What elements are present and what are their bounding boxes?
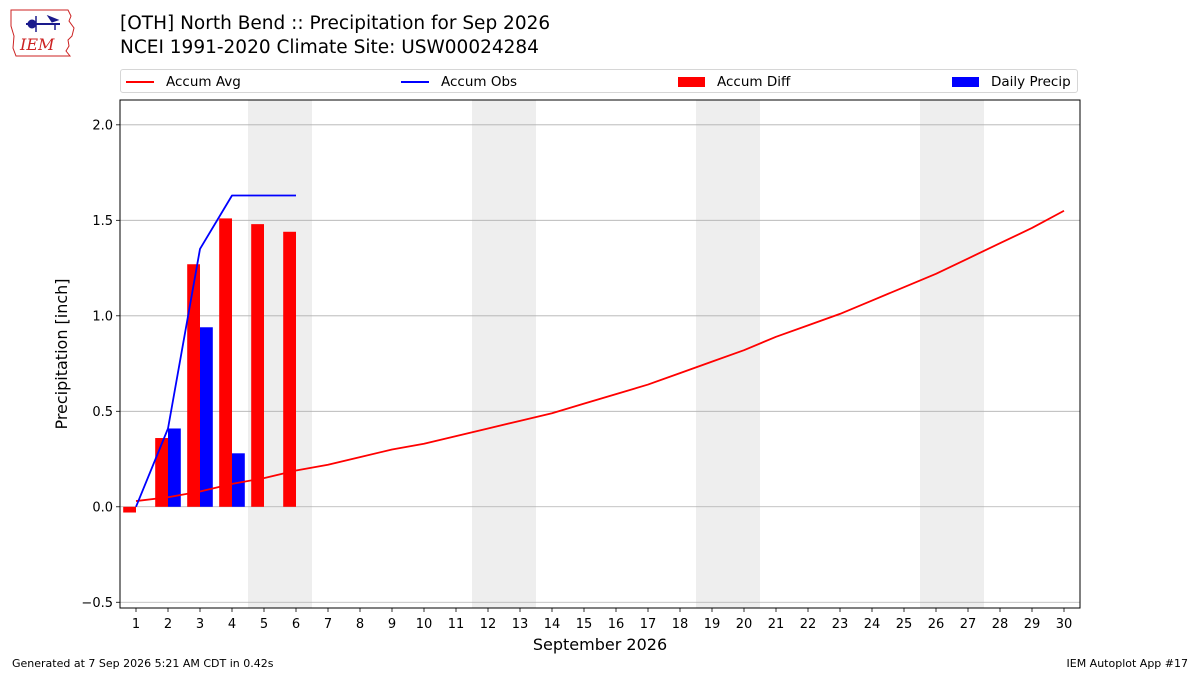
app-credit: IEM Autoplot App #17 xyxy=(1066,657,1189,670)
generated-timestamp: Generated at 7 Sep 2026 5:21 AM CDT in 0… xyxy=(12,657,274,670)
legend-patch-swatch xyxy=(952,76,979,87)
weekend-shade xyxy=(472,100,536,608)
legend-label: Accum Diff xyxy=(717,73,791,90)
x-tick-label: 22 xyxy=(800,617,817,632)
x-tick-label: 25 xyxy=(896,617,913,632)
x-tick-label: 20 xyxy=(736,617,753,632)
y-tick-label: −0.5 xyxy=(81,596,113,611)
weekend-shade xyxy=(920,100,984,608)
logo-text: IEM xyxy=(19,35,55,54)
x-tick-label: 5 xyxy=(260,617,268,632)
plot-series-group xyxy=(123,194,1065,513)
legend-item-accum-diff: Accum Diff xyxy=(678,73,790,90)
x-tick-label: 27 xyxy=(960,617,977,632)
legend-label: Accum Avg xyxy=(166,73,241,90)
accum-diff-bar xyxy=(283,231,296,507)
title-line-1: [OTH] North Bend :: Precipitation for Se… xyxy=(120,13,551,34)
legend-label: Accum Obs xyxy=(441,73,518,90)
x-tick-label: 7 xyxy=(324,617,332,632)
accum-diff-bar xyxy=(187,264,200,507)
daily-precip-bar xyxy=(200,327,213,507)
legend-item-daily-precip: Daily Precip xyxy=(952,73,1071,90)
legend-item-accum-obs: Accum Obs xyxy=(401,73,517,90)
x-tick-label: 14 xyxy=(544,617,561,632)
y-axis-label: Precipitation [inch] xyxy=(52,278,71,429)
x-tick-label: 24 xyxy=(864,617,881,632)
y-tick-label: 0.5 xyxy=(92,405,113,420)
x-tick-label: 18 xyxy=(672,617,689,632)
x-tick-label: 8 xyxy=(356,617,364,632)
daily-precip-bar xyxy=(168,428,181,507)
accum-diff-bar xyxy=(123,506,136,513)
x-tick-label: 29 xyxy=(1024,617,1041,632)
legend-patch-swatch xyxy=(678,76,705,87)
x-tick-label: 30 xyxy=(1056,617,1073,632)
legend-line-swatch xyxy=(126,80,154,83)
x-tick-label: 23 xyxy=(832,617,849,632)
x-tick-label: 11 xyxy=(448,617,465,632)
accum-diff-bar xyxy=(251,224,264,507)
x-tick-label: 12 xyxy=(480,617,497,632)
x-tick-label: 15 xyxy=(576,617,593,632)
x-axis-label: September 2026 xyxy=(533,635,667,654)
plot-frame xyxy=(119,99,1081,609)
x-tick-label: 2 xyxy=(164,617,172,632)
x-tick-label: 6 xyxy=(292,617,300,632)
x-tick-label: 4 xyxy=(228,617,236,632)
accum-obs-line xyxy=(135,194,296,508)
legend-line-swatch xyxy=(401,80,429,83)
x-tick-label: 1 xyxy=(132,617,140,632)
x-tick-label: 21 xyxy=(768,617,785,632)
legend-label: Daily Precip xyxy=(991,73,1071,90)
iem-logo: IEM xyxy=(10,9,75,57)
weekend-shade xyxy=(696,100,760,608)
x-tick-label: 13 xyxy=(512,617,529,632)
y-tick-label: 2.0 xyxy=(92,118,113,133)
accum-diff-bar xyxy=(219,218,232,507)
accum-diff-bar xyxy=(155,438,168,507)
y-tick-label: 1.5 xyxy=(92,214,113,229)
legend-item-accum-avg: Accum Avg xyxy=(126,73,241,90)
accum-avg-line xyxy=(135,209,1065,502)
x-tick-label: 16 xyxy=(608,617,625,632)
daily-precip-bar xyxy=(232,453,245,507)
x-tick-label: 9 xyxy=(388,617,396,632)
iowa-state-outline xyxy=(10,9,75,57)
weather-station-icon xyxy=(26,14,60,32)
x-tick-label: 3 xyxy=(196,617,204,632)
x-tick-label: 28 xyxy=(992,617,1009,632)
x-tick-label: 19 xyxy=(704,617,721,632)
x-tick-label: 17 xyxy=(640,617,657,632)
chart-legend: Accum Avg Accum Obs Accum Diff Daily Pre… xyxy=(120,69,1078,93)
title-line-2: NCEI 1991-2020 Climate Site: USW00024284 xyxy=(120,37,539,58)
y-tick-label: 1.0 xyxy=(92,309,113,324)
x-tick-label: 10 xyxy=(416,617,433,632)
x-tick-label: 26 xyxy=(928,617,945,632)
y-tick-label: 0.0 xyxy=(92,500,113,515)
chart-title: [OTH] North Bend :: Precipitation for Se… xyxy=(120,12,550,60)
